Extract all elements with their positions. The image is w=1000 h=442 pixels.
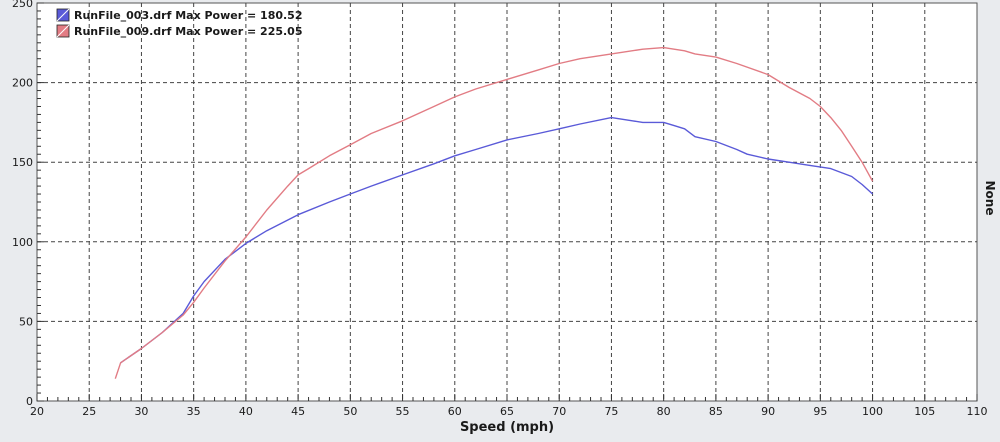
legend: RunFile_003.drf Max Power = 180.52 RunFil…	[56, 8, 303, 38]
x-tick-label: 105	[914, 405, 935, 418]
series-lines	[114, 46, 874, 379]
legend-swatch-mark	[56, 8, 70, 22]
x-tick-label: 20	[30, 405, 44, 418]
x-tick-label: 85	[709, 405, 723, 418]
minor-ticks	[36, 2, 978, 402]
y-tick-labels: 0 50 100 150 200 250	[12, 0, 33, 408]
x-tick-label: 55	[396, 405, 410, 418]
y-tick-label: 0	[26, 395, 33, 408]
legend-swatch-mark	[56, 24, 70, 38]
x-tick-label: 110	[967, 405, 988, 418]
x-tick-label: 30	[134, 405, 148, 418]
x-tick-label: 75	[604, 405, 618, 418]
y-tick-label: 50	[19, 315, 33, 328]
x-tick-label: 60	[448, 405, 462, 418]
legend-label-2: RunFile_009.drf Max Power = 225.05	[74, 25, 303, 38]
x-tick-label: 40	[239, 405, 253, 418]
y-tick-label: 150	[12, 156, 33, 169]
x-tick-label: 80	[657, 405, 671, 418]
x-tick-label: 100	[862, 405, 883, 418]
x-tick-label: 50	[343, 405, 357, 418]
x-tick-label: 95	[813, 405, 827, 418]
x-tick-label: 25	[82, 405, 96, 418]
y-tick-label: 100	[12, 236, 33, 249]
legend-label-1: RunFile_003.drf Max Power = 180.52	[74, 9, 303, 22]
x-tick-label: 65	[500, 405, 514, 418]
x-tick-label: 45	[291, 405, 305, 418]
y-tick-label: 200	[12, 77, 33, 90]
series-line-2	[114, 46, 874, 379]
right-axis-label: None	[983, 181, 997, 216]
x-tick-label: 35	[187, 405, 201, 418]
x-tick-labels: 20 25 30 35 40 45 50 55 60 65 70 75 80 85 90 95 100 105 11…	[30, 405, 988, 418]
y-tick-label: 250	[12, 0, 33, 10]
x-tick-label: 90	[761, 405, 775, 418]
x-axis-label: Speed (mph)	[460, 420, 554, 435]
grid-lines	[37, 3, 977, 401]
x-tick-label: 70	[552, 405, 566, 418]
